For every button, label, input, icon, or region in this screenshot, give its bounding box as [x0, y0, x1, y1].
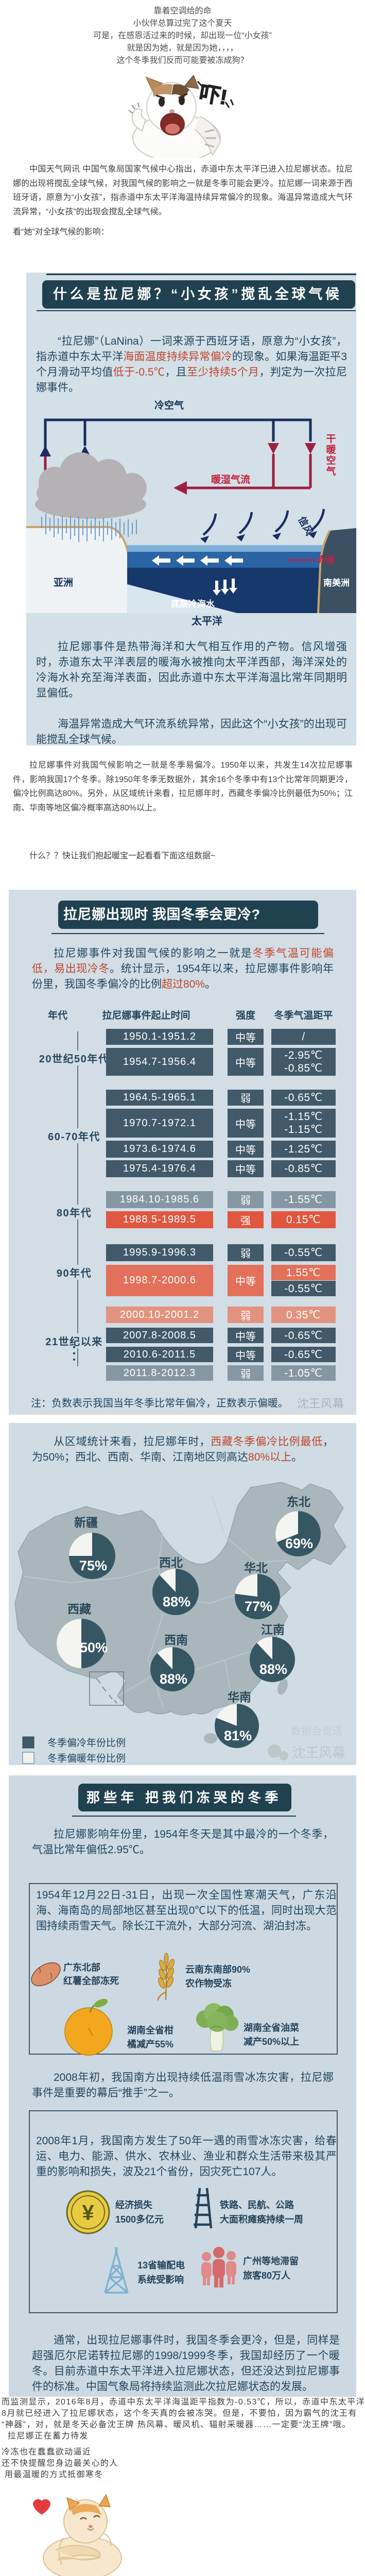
svg-text:1500多亿元: 1500多亿元: [115, 2214, 164, 2225]
svg-text:干: 干: [326, 434, 336, 445]
svg-text:橘减产55%: 橘减产55%: [127, 2039, 173, 2049]
svg-text:冬季偏冷年份比例: 冬季偏冷年份比例: [47, 1737, 126, 1749]
svg-text:广州等地滞留: 广州等地滞留: [243, 2256, 299, 2266]
svg-text:云南东南部90%: 云南东南部90%: [185, 1964, 250, 1975]
svg-text:华南: 华南: [228, 1690, 251, 1704]
svg-text:红薯全部冻死: 红薯全部冻死: [63, 1975, 119, 1986]
svg-text:冷空气: 冷空气: [154, 399, 184, 411]
svg-text:经济损失: 经济损失: [115, 2199, 153, 2210]
svg-text:西北: 西北: [159, 1556, 183, 1569]
svg-text:太平洋: 太平洋: [192, 615, 222, 627]
svg-text:湖南全省油菜: 湖南全省油菜: [244, 2022, 299, 2033]
svg-text:亚洲: 亚洲: [54, 577, 73, 588]
svg-text:暖湿气流: 暖湿气流: [211, 473, 250, 485]
svg-text:88%: 88%: [163, 1594, 190, 1609]
svg-text:西藏: 西藏: [67, 1602, 91, 1616]
svg-text:冬季偏暖年份比例: 冬季偏暖年份比例: [47, 1753, 126, 1764]
svg-text:广东北部: 广东北部: [63, 1962, 100, 1973]
svg-text:77%: 77%: [245, 1599, 272, 1614]
svg-text:88%: 88%: [160, 1671, 187, 1687]
svg-text:旅客80万人: 旅客80万人: [243, 2270, 291, 2281]
svg-text:南美洲: 南美洲: [323, 578, 350, 588]
svg-text:大面积瘫痪持续一周: 大面积瘫痪持续一周: [220, 2214, 303, 2225]
svg-text:81%: 81%: [224, 1728, 252, 1743]
svg-text:湖南全省柑: 湖南全省柑: [127, 2025, 173, 2036]
svg-text:底层冷海水: 底层冷海水: [171, 599, 215, 609]
svg-text:沈王风幕: 沈王风幕: [292, 1745, 345, 1760]
svg-text:农作物受冻: 农作物受冻: [185, 1978, 232, 1989]
svg-text:华北: 华北: [244, 1561, 268, 1574]
svg-text:75%: 75%: [79, 1558, 107, 1573]
svg-text:吓!: 吓!: [198, 82, 229, 109]
svg-text:¥: ¥: [82, 2200, 94, 2225]
svg-text:西南: 西南: [164, 1633, 188, 1647]
svg-text:空: 空: [326, 454, 336, 466]
svg-text:气: 气: [325, 465, 336, 477]
svg-text:东北: 东北: [287, 1495, 310, 1509]
svg-text:铁路、民航、公路: 铁路、民航、公路: [220, 2199, 294, 2210]
svg-text:系统受影响: 系统受影响: [137, 2274, 184, 2285]
svg-text:江南: 江南: [261, 1623, 285, 1636]
svg-text:13省输配电: 13省输配电: [137, 2260, 185, 2270]
svg-text:88%: 88%: [259, 1662, 287, 1677]
svg-text:数据会说话: 数据会说话: [291, 1725, 342, 1737]
svg-text:暖: 暖: [326, 444, 336, 455]
svg-text:新疆: 新疆: [74, 1516, 98, 1529]
svg-text:赤道: 赤道: [317, 554, 335, 565]
svg-text:50%: 50%: [80, 1640, 108, 1655]
svg-text:69%: 69%: [285, 1536, 313, 1551]
svg-text:减产50%以上: 减产50%以上: [244, 2036, 299, 2047]
